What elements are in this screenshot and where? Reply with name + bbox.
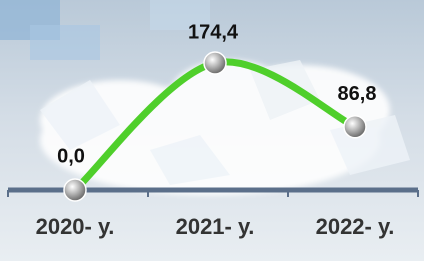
data-label: 0,0 bbox=[57, 145, 85, 167]
marker bbox=[204, 52, 226, 74]
data-label: 174,4 bbox=[188, 21, 239, 43]
x-tick-label: 2021- у. bbox=[176, 214, 255, 239]
marker bbox=[64, 179, 86, 201]
x-tick-label: 2020- у. bbox=[36, 214, 115, 239]
marker bbox=[344, 116, 366, 138]
chart: 0,0 174,4 86,8 2020- у. 2021- у. 2022- у. bbox=[0, 0, 424, 261]
x-tick-label: 2022- у. bbox=[316, 214, 395, 239]
data-label: 86,8 bbox=[338, 83, 377, 105]
